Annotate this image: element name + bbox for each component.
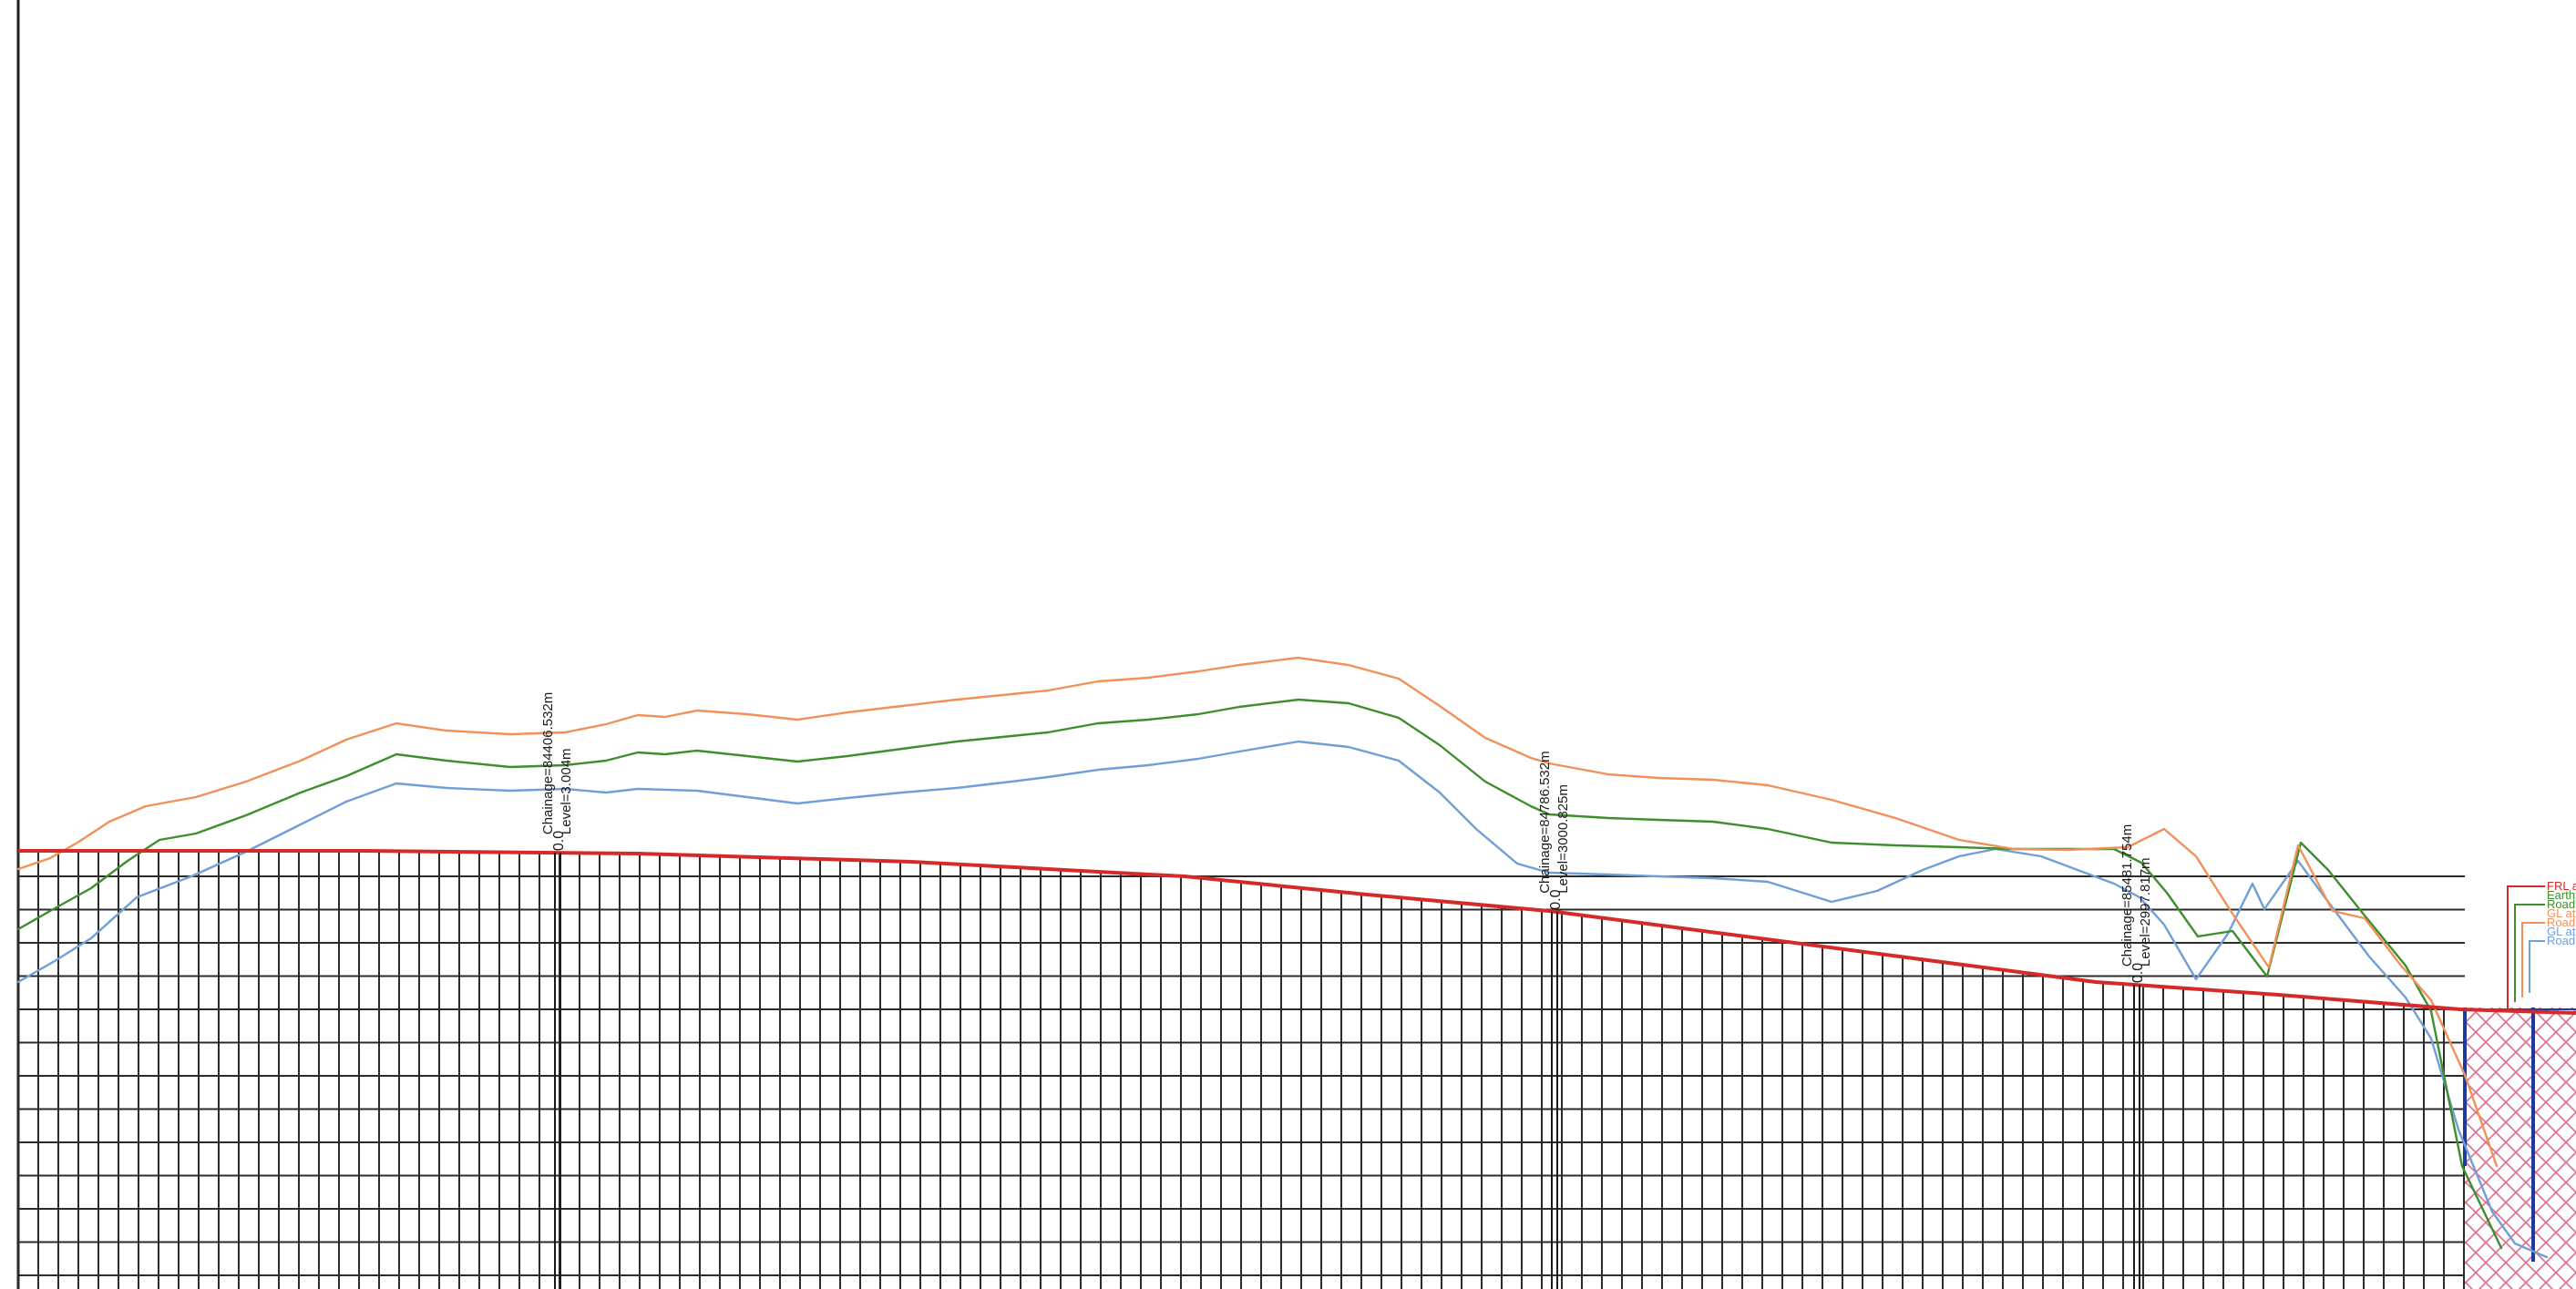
chainage-label: Chainage=84786.532m (1537, 751, 1553, 893)
legend-leader-line (2529, 940, 2545, 993)
level-label: Level=3.004m (559, 748, 574, 834)
legend-label: FRL at (2547, 879, 2576, 893)
legend-entry: Road e (2521, 916, 2576, 997)
legend-label: Road e (2547, 897, 2576, 911)
legend-entry: GL at (2547, 906, 2576, 920)
legend-label: GL at (2547, 925, 2576, 938)
chainage-label: Chainage=85481.754m (2119, 824, 2135, 967)
level-label: Level=2997.817m (2138, 857, 2153, 967)
chainage-label: Chainage=84406.532m (540, 692, 556, 834)
road-edge-ground-level-line (16, 656, 2499, 1168)
legend-leader-line (2507, 885, 2545, 1011)
legend-entry: Road e (2529, 934, 2576, 993)
marker-zero-label: 0.0 (2130, 963, 2146, 983)
marker-zero-label: 0.0 (551, 831, 567, 851)
legend-label: GL at (2547, 906, 2576, 920)
section-grid (17, 851, 2465, 1289)
natural-ground-level-line (16, 740, 2549, 1259)
legend-entry: Road e (2514, 897, 2576, 1002)
legend-leader-line (2521, 922, 2545, 997)
frl-line (18, 849, 2576, 1015)
legend-label: Earthfi (2547, 888, 2576, 902)
legend-entry: FRL at (2507, 879, 2576, 1011)
level-label: Level=3000.825m (1555, 784, 1571, 894)
marker-zero-label: 0.0 (1548, 889, 1564, 909)
legend-label: Road e (2547, 934, 2576, 947)
legend-label: Road e (2547, 916, 2576, 929)
legend-leader-line (2514, 904, 2545, 1002)
legend-entry: Earthfi (2547, 888, 2576, 902)
earthfill-road-edge-line (16, 698, 2503, 1250)
legend-entry: GL at (2547, 925, 2576, 938)
